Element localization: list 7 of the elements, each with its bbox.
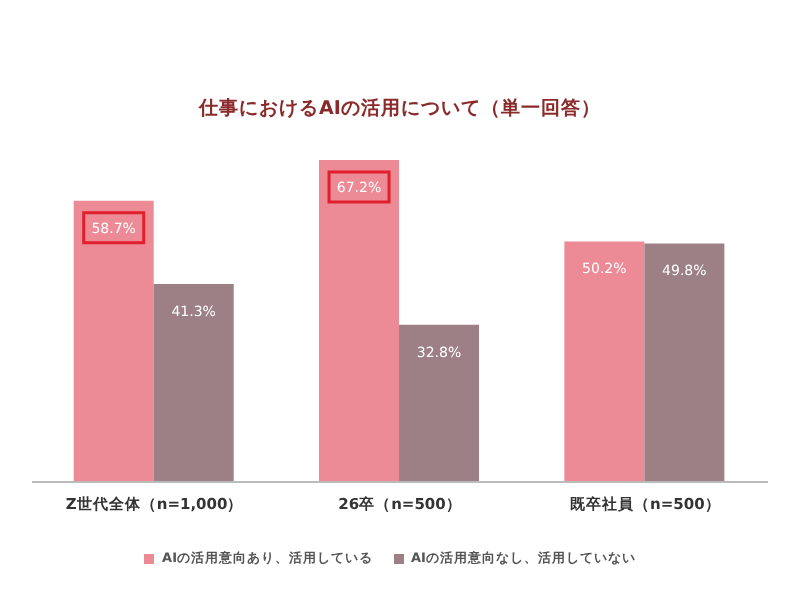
- bar: [319, 160, 400, 482]
- chart-title: 仕事におけるAIの活用について（単一回答）: [196, 96, 603, 124]
- bar: [564, 241, 645, 482]
- bar: [153, 284, 234, 482]
- bar: [73, 200, 154, 482]
- bar: [399, 324, 480, 482]
- bar: [644, 243, 725, 482]
